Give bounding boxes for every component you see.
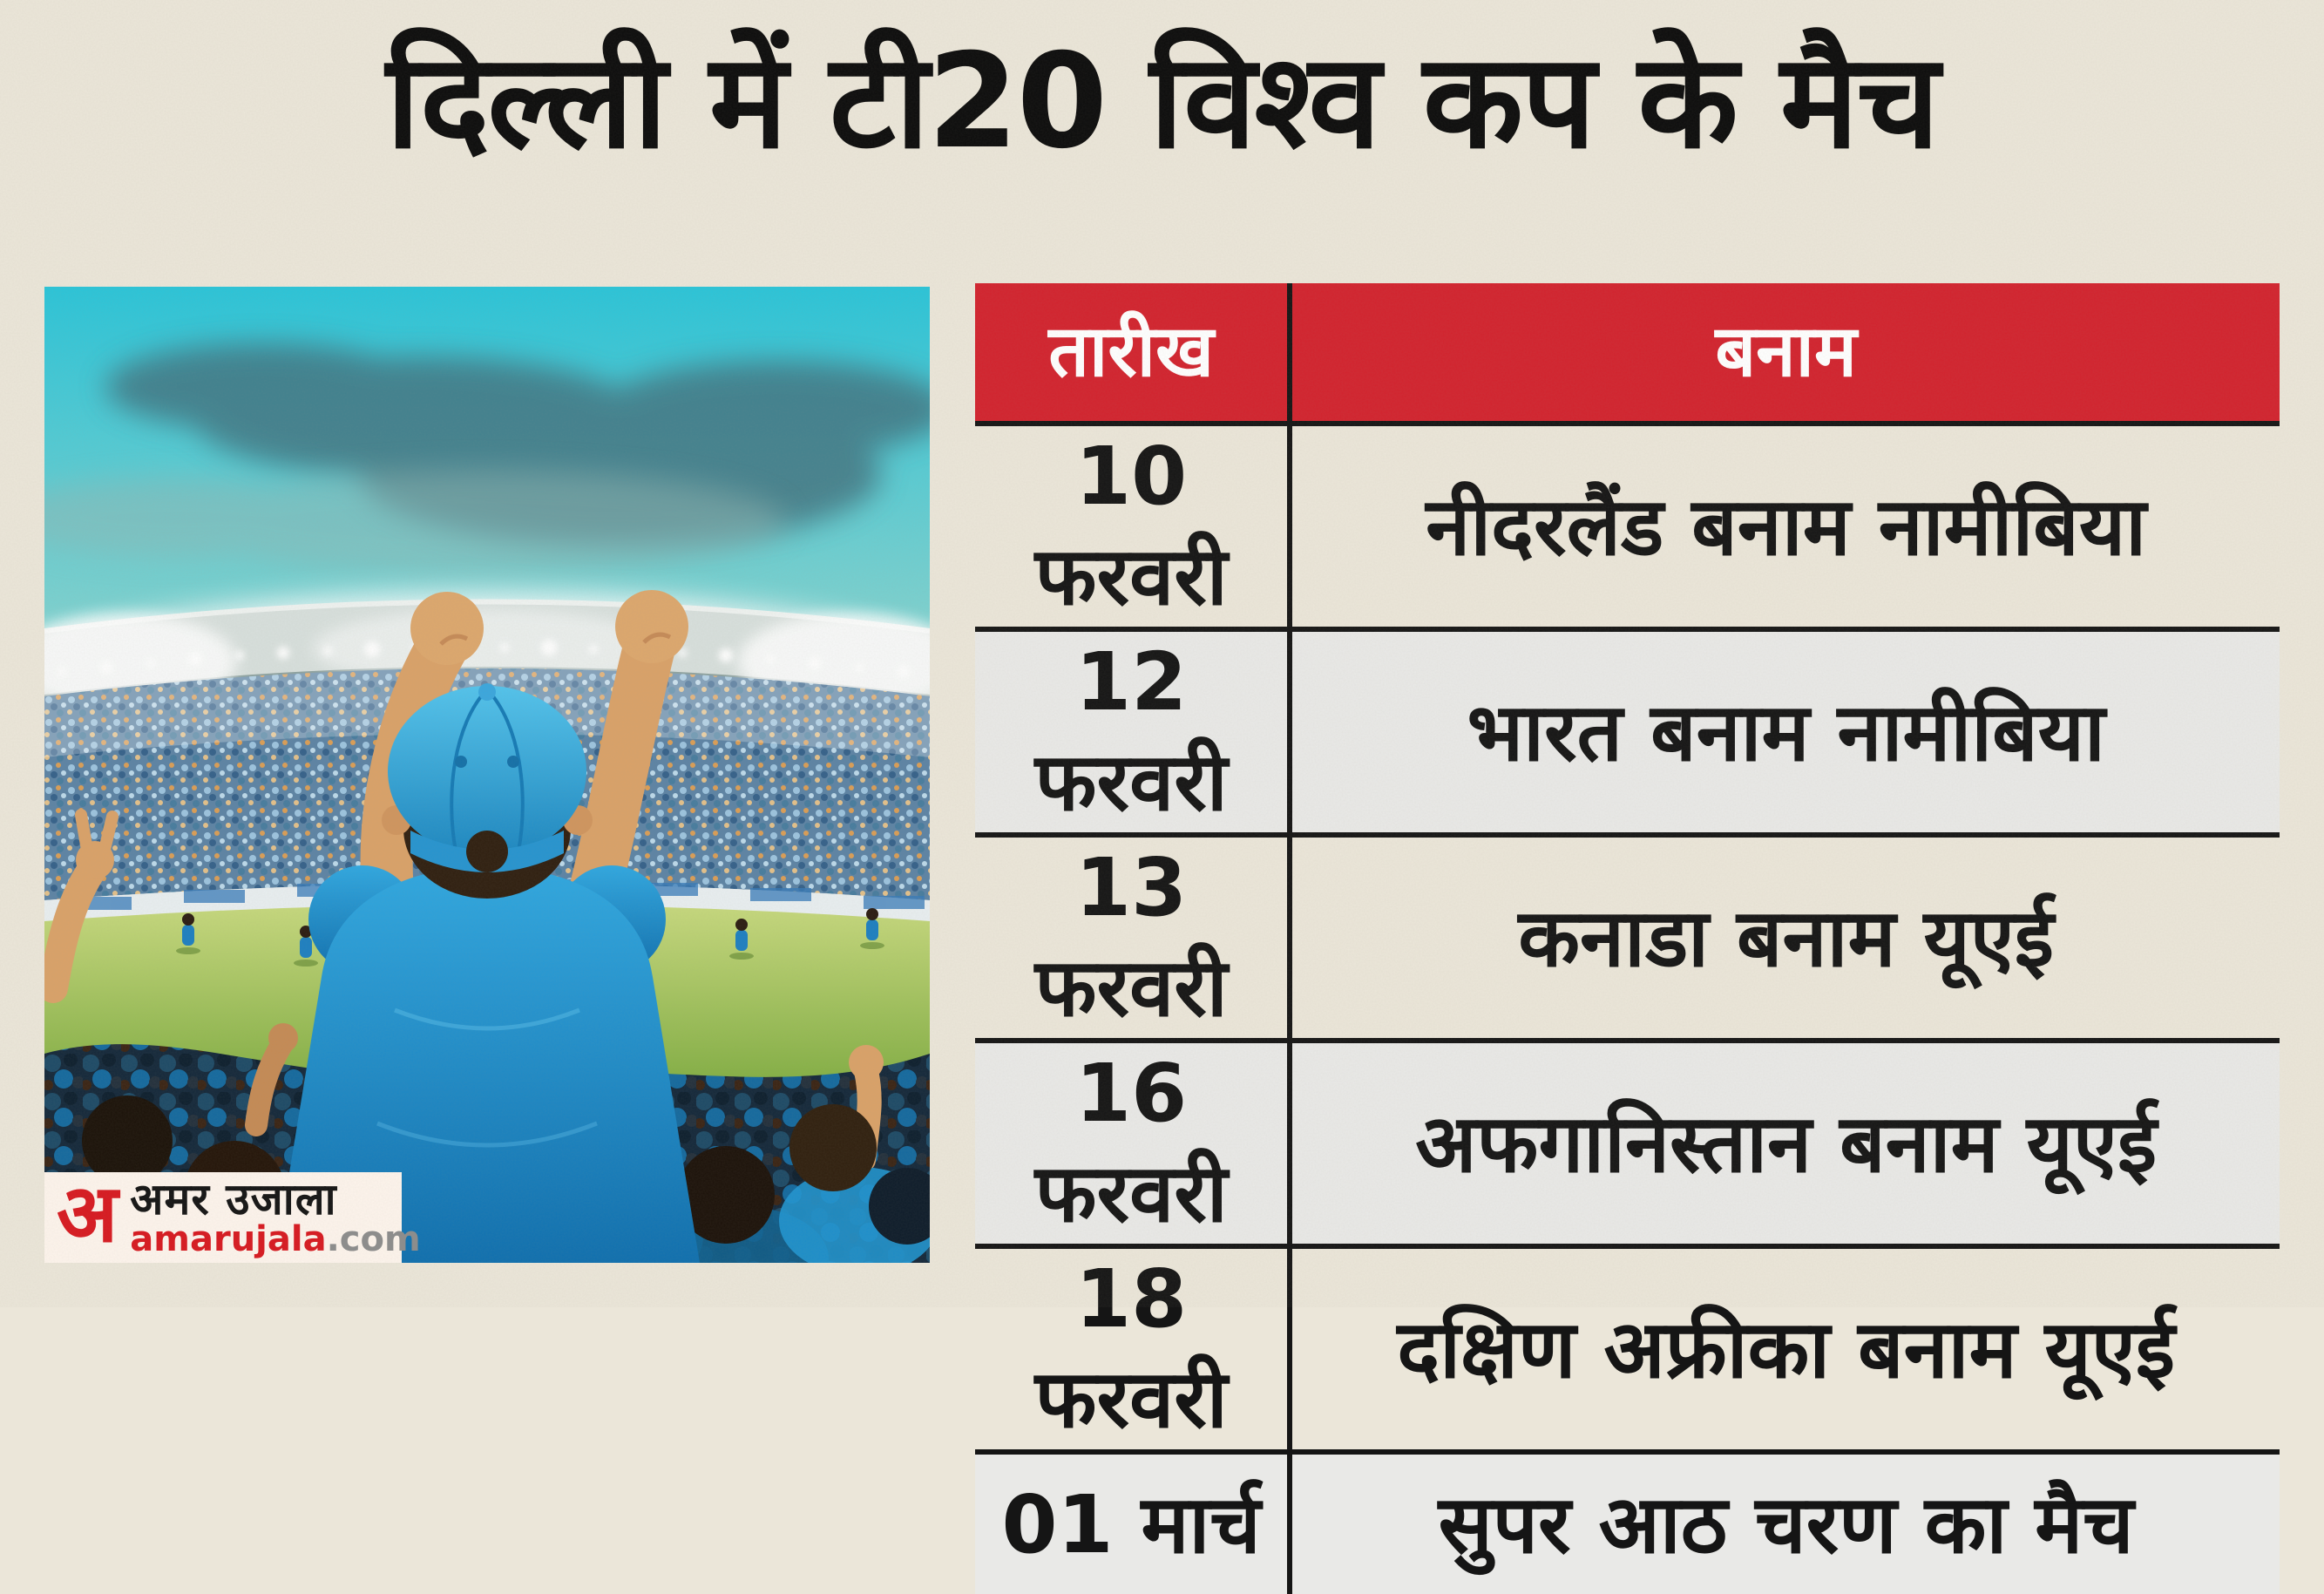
match-cell: सुपर आठ चरण का मैच <box>1287 1449 2280 1594</box>
brand-logo: अ अमर उजाला amarujala.com <box>44 1167 421 1263</box>
stadium-photo-art <box>44 287 930 1263</box>
table-header-row: तारीख बनाम <box>975 283 2280 424</box>
table-row: 18 फरवरी दक्षिण अफ्रीका बनाम यूएई <box>975 1244 2280 1452</box>
table-row: 16 फरवरी अफगानिस्तान बनाम यूएई <box>975 1038 2280 1246</box>
left-fist <box>410 592 484 665</box>
col-header-versus: बनाम <box>1287 283 2280 424</box>
brand-name: अमर उजाला <box>130 1174 337 1225</box>
table-row: 12 फरवरी भारत बनाम नामीबिया <box>975 627 2280 835</box>
table-row: 13 फरवरी कनाडा बनाम यूएई <box>975 832 2280 1041</box>
date-cell: 10 फरवरी <box>975 421 1291 629</box>
date-cell: 13 फरवरी <box>975 832 1291 1041</box>
brand-domain: amarujala.com <box>130 1219 421 1260</box>
date-cell: 01 मार्च <box>975 1449 1291 1594</box>
match-cell: भारत बनाम नामीबिया <box>1287 627 2280 835</box>
match-cell: दक्षिण अफ्रीका बनाम यूएई <box>1287 1244 2280 1452</box>
page-title: दिल्ली में टी20 विश्व कप के मैच <box>386 26 1940 178</box>
col-header-date: तारीख <box>975 283 1291 424</box>
match-cell: नीदरलैंड बनाम नामीबिया <box>1287 421 2280 629</box>
match-cell: कनाडा बनाम यूएई <box>1287 832 2280 1041</box>
right-fist <box>615 590 688 663</box>
brand-monogram: अ <box>57 1167 119 1260</box>
table-row: 01 मार्च सुपर आठ चरण का मैच <box>975 1449 2280 1594</box>
date-cell: 12 फरवरी <box>975 627 1291 835</box>
hair-bun <box>466 831 508 872</box>
date-cell: 18 फरवरी <box>975 1244 1291 1452</box>
match-cell: अफगानिस्तान बनाम यूएई <box>1287 1038 2280 1246</box>
match-table: तारीख बनाम 10 फरवरी नीदरलैंड बनाम नामीबि… <box>975 283 2280 1594</box>
date-cell: 16 फरवरी <box>975 1038 1291 1246</box>
table-row: 10 फरवरी नीदरलैंड बनाम नामीबिया <box>975 421 2280 629</box>
stadium-photo <box>44 287 930 1263</box>
